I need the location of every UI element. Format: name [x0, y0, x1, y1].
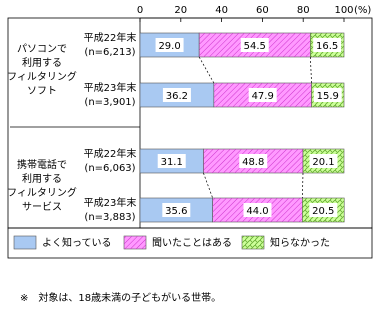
label-bg	[243, 203, 272, 217]
legend-label: 聞いたことはある	[152, 237, 232, 249]
x-tick-label: 60	[256, 5, 269, 16]
connector	[198, 56, 215, 84]
group-label: 利用する	[22, 173, 62, 185]
legend-label: よく知っている	[42, 236, 112, 249]
legend-hatch	[124, 236, 146, 249]
row-label: 平成23年末	[84, 81, 137, 94]
legend-frame	[7, 227, 373, 259]
connector	[309, 56, 312, 84]
value-label: 16.5	[316, 41, 338, 52]
group-label: フィルタリング	[7, 186, 77, 199]
row-label: (n=3,901)	[84, 97, 135, 108]
row-label: (n=6,063)	[84, 163, 135, 174]
label-bg	[155, 38, 184, 52]
value-label: 48.8	[242, 157, 264, 168]
label-bg	[309, 154, 338, 168]
x-tick-label: 80	[297, 5, 310, 16]
value-label: 54.5	[244, 41, 266, 52]
label-bg	[239, 154, 268, 168]
x-tick-label: 20	[174, 5, 187, 16]
row-label: (n=6,213)	[84, 47, 135, 58]
label-bg	[157, 154, 186, 168]
connector	[203, 172, 213, 199]
x-tick-label: 40	[215, 5, 228, 16]
value-label: 31.1	[161, 157, 183, 168]
group-label: 利用する	[22, 57, 62, 69]
row-label: 平成23年末	[84, 196, 137, 209]
group-label: パソコンで	[17, 43, 67, 55]
group-label: ソフト	[27, 86, 57, 97]
row-label: 平成22年末	[84, 31, 137, 44]
x-unit: (%)	[354, 5, 371, 16]
footnote: ※ 対象は、18歳未満の子どもがいる世帯。	[20, 291, 221, 304]
value-label: 35.6	[165, 206, 187, 217]
row-label: (n=3,883)	[84, 212, 135, 223]
label-bg	[309, 203, 338, 217]
group-label: 携帯電話で	[17, 158, 67, 171]
label-bg	[240, 38, 269, 52]
value-label: 36.2	[166, 91, 188, 102]
label-bg	[162, 203, 191, 217]
group-label: サービス	[22, 201, 62, 213]
value-label: 20.1	[312, 157, 334, 168]
row-label: 平成22年末	[84, 147, 137, 160]
label-bg	[313, 88, 342, 102]
legend-hatch	[242, 236, 264, 249]
legend-swatch	[13, 235, 37, 250]
x-tick-label: 0	[137, 5, 143, 16]
label-bg	[248, 88, 277, 102]
x-tick-label: 100	[334, 5, 353, 16]
value-label: 44.0	[246, 206, 268, 217]
value-label: 29.0	[158, 41, 180, 52]
connector	[302, 172, 304, 199]
group-label: フィルタリング	[7, 70, 77, 83]
value-label: 15.9	[317, 91, 339, 102]
legend-label: 知らなかった	[270, 236, 330, 249]
label-bg	[162, 88, 191, 102]
value-label: 47.9	[252, 91, 274, 102]
label-bg	[313, 38, 342, 52]
value-label: 20.5	[312, 206, 334, 217]
